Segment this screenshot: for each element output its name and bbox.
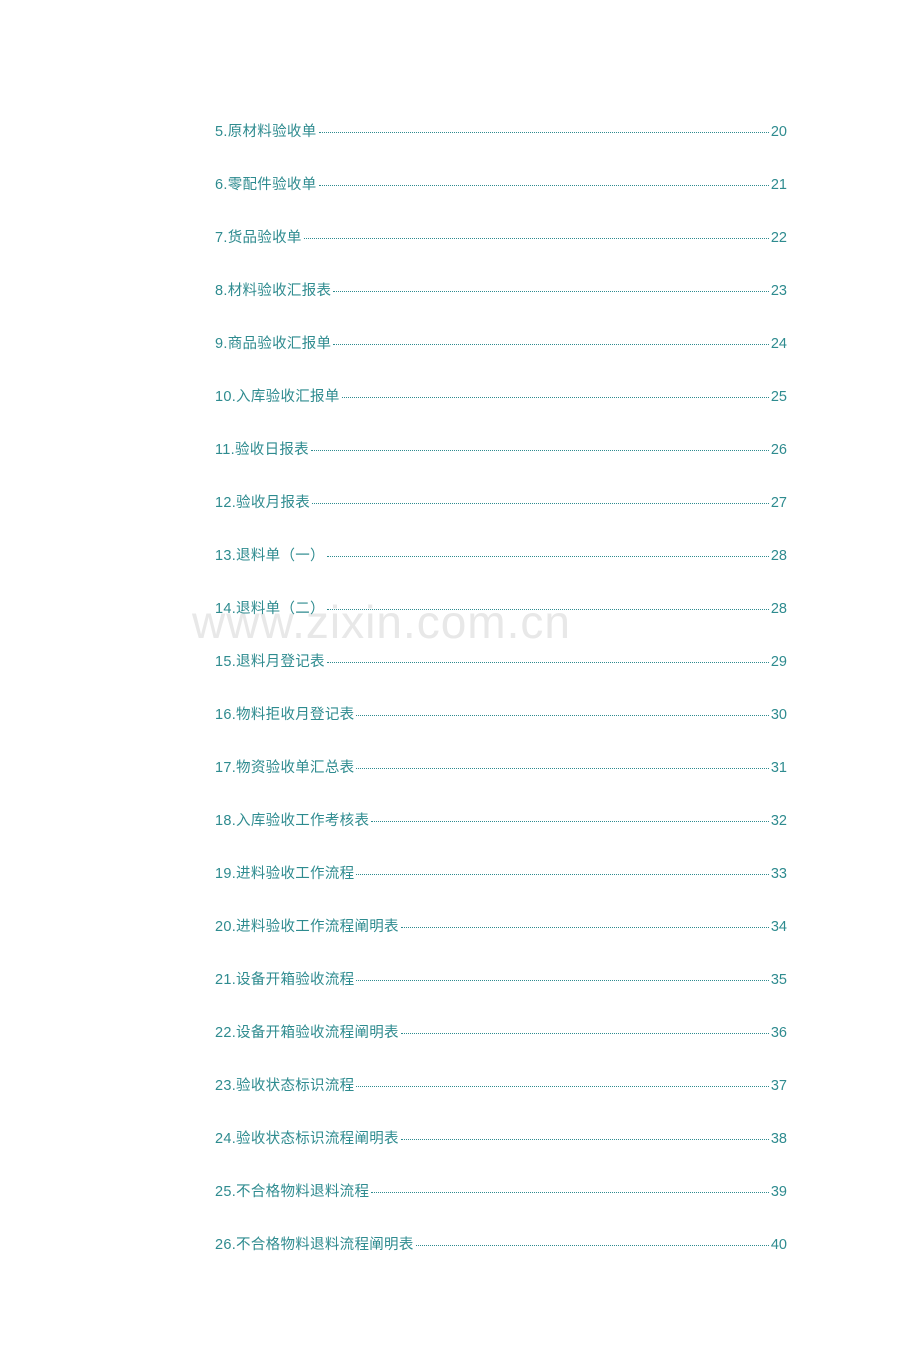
toc-entry-label: 7.货品验收单 xyxy=(215,226,302,247)
toc-leader-dots xyxy=(319,185,769,186)
toc-entry[interactable]: 14.退料单（二） 28 xyxy=(215,597,787,618)
toc-entry[interactable]: 7.货品验收单 22 xyxy=(215,226,787,247)
toc-entry-page: 21 xyxy=(771,177,787,193)
toc-entry-page: 27 xyxy=(771,495,787,511)
toc-entry-label: 17.物资验收单汇总表 xyxy=(215,756,354,777)
table-of-contents: 5.原材料验收单206.零配件验收单217.货品验收单228.材料验收汇报表23… xyxy=(215,120,780,1254)
toc-entry[interactable]: 16.物料拒收月登记表 30 xyxy=(215,703,787,724)
toc-entry[interactable]: 17.物资验收单汇总表 31 xyxy=(215,756,787,777)
toc-entry-page: 28 xyxy=(771,601,787,617)
toc-entry[interactable]: 13.退料单（一） 28 xyxy=(215,544,787,565)
toc-entry-page: 31 xyxy=(771,760,787,776)
toc-entry-page: 37 xyxy=(771,1078,787,1094)
toc-entry-label: 6.零配件验收单 xyxy=(215,173,317,194)
toc-entry-page: 34 xyxy=(771,919,787,935)
toc-leader-dots xyxy=(356,1086,768,1087)
toc-entry[interactable]: 19.进料验收工作流程 33 xyxy=(215,862,787,883)
toc-entry-page: 29 xyxy=(771,654,787,670)
toc-entry-label: 26.不合格物料退料流程阐明表 xyxy=(215,1233,414,1254)
toc-entry-page: 22 xyxy=(771,230,787,246)
toc-leader-dots xyxy=(342,397,769,398)
toc-leader-dots xyxy=(333,291,769,292)
toc-entry-label: 14.退料单（二） xyxy=(215,597,325,618)
toc-leader-dots xyxy=(371,821,769,822)
toc-entry-label: 19.进料验收工作流程 xyxy=(215,862,354,883)
toc-entry-page: 33 xyxy=(771,866,787,882)
toc-entry-page: 20 xyxy=(771,124,787,140)
toc-entry-label: 9.商品验收汇报单 xyxy=(215,332,331,353)
toc-leader-dots xyxy=(319,132,769,133)
toc-entry[interactable]: 20.进料验收工作流程阐明表 34 xyxy=(215,915,787,936)
toc-entry[interactable]: 9.商品验收汇报单 24 xyxy=(215,332,787,353)
toc-entry-label: 15.退料月登记表 xyxy=(215,650,325,671)
toc-leader-dots xyxy=(304,238,769,239)
toc-entry[interactable]: 15.退料月登记表 29 xyxy=(215,650,787,671)
toc-entry-page: 36 xyxy=(771,1025,787,1041)
toc-entry[interactable]: 10.入库验收汇报单 25 xyxy=(215,385,787,406)
toc-entry[interactable]: 5.原材料验收单 20 xyxy=(215,120,787,141)
toc-entry-label: 8.材料验收汇报表 xyxy=(215,279,331,300)
toc-entry-page: 23 xyxy=(771,283,787,299)
toc-entry[interactable]: 26.不合格物料退料流程阐明表 40 xyxy=(215,1233,787,1254)
toc-entry-label: 18.入库验收工作考核表 xyxy=(215,809,369,830)
toc-entry-page: 39 xyxy=(771,1184,787,1200)
toc-entry-page: 25 xyxy=(771,389,787,405)
toc-entry-label: 10.入库验收汇报单 xyxy=(215,385,340,406)
toc-entry-page: 35 xyxy=(771,972,787,988)
toc-leader-dots xyxy=(356,715,768,716)
toc-entry-label: 22.设备开箱验收流程阐明表 xyxy=(215,1021,399,1042)
toc-entry[interactable]: 23.验收状态标识流程 37 xyxy=(215,1074,787,1095)
toc-entry-page: 40 xyxy=(771,1237,787,1253)
toc-leader-dots xyxy=(327,556,769,557)
toc-leader-dots xyxy=(311,450,769,451)
toc-entry-label: 23.验收状态标识流程 xyxy=(215,1074,354,1095)
toc-entry-page: 38 xyxy=(771,1131,787,1147)
toc-entry-label: 13.退料单（一） xyxy=(215,544,325,565)
toc-leader-dots xyxy=(356,768,768,769)
toc-leader-dots xyxy=(371,1192,769,1193)
toc-leader-dots xyxy=(327,609,769,610)
toc-entry-label: 21.设备开箱验收流程 xyxy=(215,968,354,989)
toc-entry-page: 28 xyxy=(771,548,787,564)
toc-leader-dots xyxy=(356,874,768,875)
toc-entry-page: 32 xyxy=(771,813,787,829)
toc-leader-dots xyxy=(333,344,769,345)
toc-leader-dots xyxy=(401,1033,769,1034)
toc-entry-page: 26 xyxy=(771,442,787,458)
toc-entry-label: 5.原材料验收单 xyxy=(215,120,317,141)
page-container: www.zixin.com.cn 5.原材料验收单206.零配件验收单217.货… xyxy=(0,0,920,1366)
toc-entry-label: 24.验收状态标识流程阐明表 xyxy=(215,1127,399,1148)
toc-entry[interactable]: 6.零配件验收单 21 xyxy=(215,173,787,194)
toc-entry[interactable]: 22.设备开箱验收流程阐明表 36 xyxy=(215,1021,787,1042)
toc-leader-dots xyxy=(356,980,768,981)
toc-entry[interactable]: 25.不合格物料退料流程 39 xyxy=(215,1180,787,1201)
toc-entry[interactable]: 8.材料验收汇报表 23 xyxy=(215,279,787,300)
toc-entry[interactable]: 11.验收日报表 26 xyxy=(215,438,787,459)
toc-leader-dots xyxy=(401,1139,769,1140)
toc-leader-dots xyxy=(327,662,769,663)
toc-entry[interactable]: 12.验收月报表 27 xyxy=(215,491,787,512)
toc-leader-dots xyxy=(416,1245,769,1246)
toc-entry-label: 16.物料拒收月登记表 xyxy=(215,703,354,724)
toc-entry-label: 25.不合格物料退料流程 xyxy=(215,1180,369,1201)
toc-leader-dots xyxy=(312,503,769,504)
toc-leader-dots xyxy=(401,927,769,928)
toc-entry-page: 24 xyxy=(771,336,787,352)
toc-entry[interactable]: 21.设备开箱验收流程 35 xyxy=(215,968,787,989)
toc-entry[interactable]: 24.验收状态标识流程阐明表 38 xyxy=(215,1127,787,1148)
toc-entry-label: 11.验收日报表 xyxy=(215,438,309,459)
toc-entry-page: 30 xyxy=(771,707,787,723)
toc-entry[interactable]: 18.入库验收工作考核表 32 xyxy=(215,809,787,830)
toc-entry-label: 12.验收月报表 xyxy=(215,491,310,512)
toc-entry-label: 20.进料验收工作流程阐明表 xyxy=(215,915,399,936)
